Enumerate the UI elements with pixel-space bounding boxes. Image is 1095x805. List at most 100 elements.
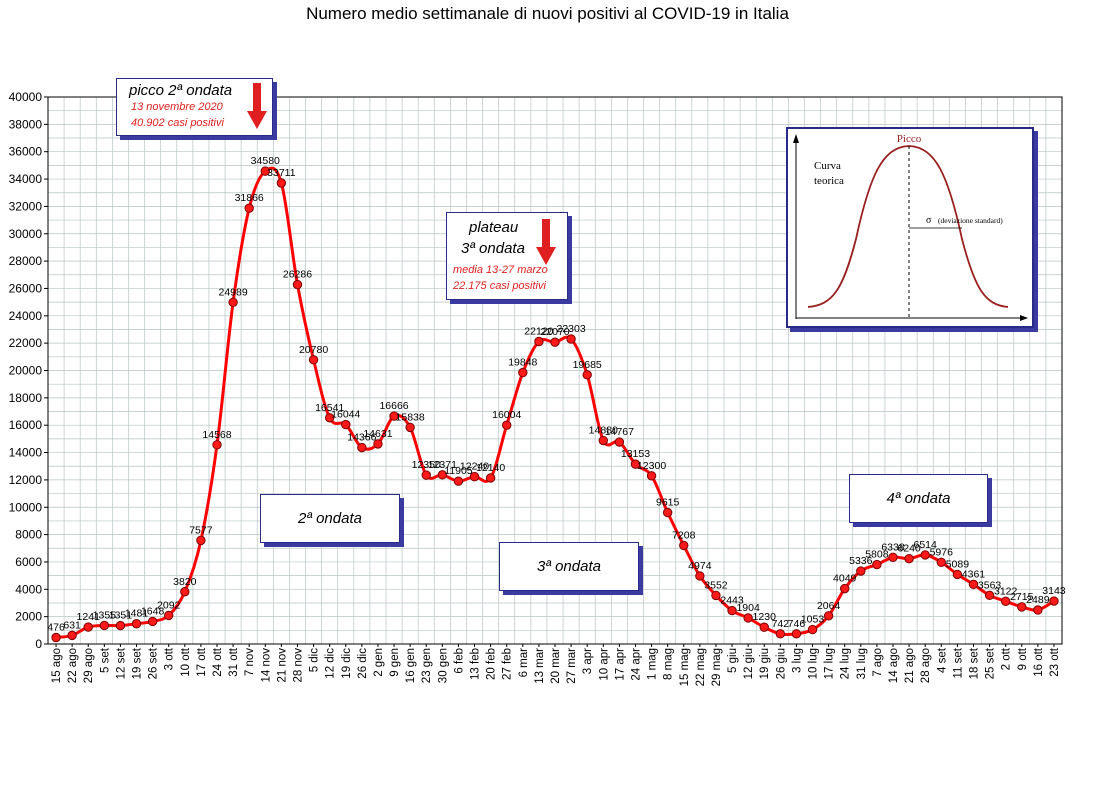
y-tick-label: 34000	[9, 172, 43, 186]
axes: 0 2000 4000 6000 8000 10000 12000 14000 16000 180…	[9, 90, 1061, 686]
x-tick-label: 19 set	[132, 647, 144, 679]
data-point	[212, 440, 222, 450]
y-tick-label: 22000	[9, 336, 43, 350]
x-tick-label: 25 set	[985, 647, 997, 679]
y-tick-label: 4000	[15, 582, 42, 596]
y-tick-label: 6000	[15, 555, 42, 569]
data-label: 6240	[897, 543, 921, 555]
x-tick-label: 22 ago	[67, 648, 79, 683]
data-label: 9615	[656, 497, 680, 509]
inset-sigma-label: (deviazione standard)	[938, 216, 1003, 225]
data-point	[952, 569, 963, 580]
data-label: 11905	[444, 465, 473, 477]
data-point	[469, 471, 480, 482]
data-point	[727, 605, 737, 616]
y-tick-label: 30000	[9, 227, 43, 241]
data-point	[888, 552, 898, 563]
data-point	[968, 579, 979, 590]
data-point	[147, 616, 158, 627]
x-tick-label: 24 apr	[630, 648, 642, 681]
x-tick-label: 13 mar	[534, 648, 546, 684]
data-point	[405, 422, 415, 433]
y-tick-label: 18000	[9, 391, 43, 405]
plateau-annotation-cases: 22.175 casi positivi	[453, 280, 546, 292]
data-label: 19685	[573, 359, 602, 371]
data-point	[1049, 596, 1059, 606]
data-label: 12140	[476, 462, 505, 474]
data-label: 1904	[736, 602, 760, 614]
data-label: 1351	[109, 610, 133, 622]
data-label: 3563	[978, 579, 1002, 591]
data-point	[196, 535, 206, 546]
data-label: 12350	[412, 459, 441, 471]
x-tick-label: 18 set	[968, 647, 980, 679]
x-tick-label: 10 lug	[808, 648, 820, 679]
data-label: 3552	[704, 579, 728, 591]
data-point	[759, 622, 769, 632]
x-tick-label: 19 dic	[341, 648, 353, 679]
data-point	[856, 566, 866, 576]
x-tick-label: 30 gen	[437, 648, 449, 683]
peak-annotation-title: picco 2ª ondata	[129, 82, 233, 99]
data-label: 476	[47, 621, 65, 633]
x-tick-label: 21 nov	[276, 648, 288, 683]
x-tick-label: 15 ago	[51, 648, 63, 683]
y-tick-label: 8000	[15, 528, 42, 542]
x-tick-label: 23 gen	[421, 648, 433, 683]
x-tick-label: 26 giu	[775, 648, 787, 679]
x-tick-label: 17 lug	[824, 648, 836, 679]
data-label: 14767	[605, 426, 634, 438]
y-tick-label: 32000	[9, 199, 43, 213]
data-point	[373, 439, 383, 449]
data-label: 2443	[720, 595, 744, 607]
data-point	[180, 587, 190, 597]
x-tick-label: 19 giu	[759, 648, 771, 679]
x-tick-label: 12 set	[115, 647, 127, 679]
x-tick-label: 14 ago	[888, 648, 900, 683]
x-tick-label: 28 nov	[292, 648, 304, 683]
x-tick-label: 26 dic	[357, 648, 369, 679]
data-label: 4361	[962, 568, 986, 580]
x-tick-label: 12 giu	[743, 648, 755, 679]
data-label: 14631	[363, 428, 392, 440]
data-label: 2715	[1010, 591, 1034, 603]
data-point	[775, 629, 786, 639]
x-tick-label: 28 ago	[920, 648, 932, 683]
data-point	[389, 411, 399, 421]
data-label: 14880	[589, 425, 618, 437]
data-point	[341, 419, 351, 430]
data-point	[99, 620, 110, 631]
data-point	[534, 336, 544, 347]
data-label: 1053	[801, 614, 825, 626]
x-tick-label: 4 set	[936, 647, 948, 673]
data-label: 2092	[157, 599, 181, 611]
data-label: 16666	[379, 400, 408, 412]
data-label: 631	[63, 619, 81, 631]
data-label: 6514	[914, 539, 938, 551]
x-tick-label: 11 set	[952, 647, 964, 678]
data-label: 31866	[235, 192, 264, 204]
data-label: 15838	[396, 411, 425, 423]
x-tick-label: 1 mag	[647, 648, 659, 680]
data-point	[1000, 596, 1011, 607]
peak-annotation-date: 13 novembre 2020	[131, 101, 223, 113]
data-point	[695, 571, 705, 581]
data-point	[131, 619, 142, 629]
y-tick-label: 28000	[9, 254, 43, 268]
data-label: 34580	[251, 155, 280, 167]
x-tick-label: 2 ott	[1001, 647, 1013, 670]
y-tick-label: 26000	[9, 281, 43, 295]
x-tick-label: 24 ott	[212, 647, 224, 677]
data-label: 1241	[77, 611, 101, 623]
data-point	[646, 471, 657, 481]
data-label: 7208	[672, 529, 696, 541]
data-label: 22120	[524, 326, 553, 338]
data-point	[598, 435, 608, 446]
data-label: 12240	[460, 461, 489, 473]
y-tick-label: 0	[35, 637, 42, 651]
data-point	[791, 629, 802, 639]
x-tick-label: 7 nov	[244, 648, 256, 676]
data-label: 16541	[315, 402, 344, 414]
peak-annotation-cases: 40.902 casi positivi	[131, 117, 224, 129]
data-point	[807, 624, 818, 635]
